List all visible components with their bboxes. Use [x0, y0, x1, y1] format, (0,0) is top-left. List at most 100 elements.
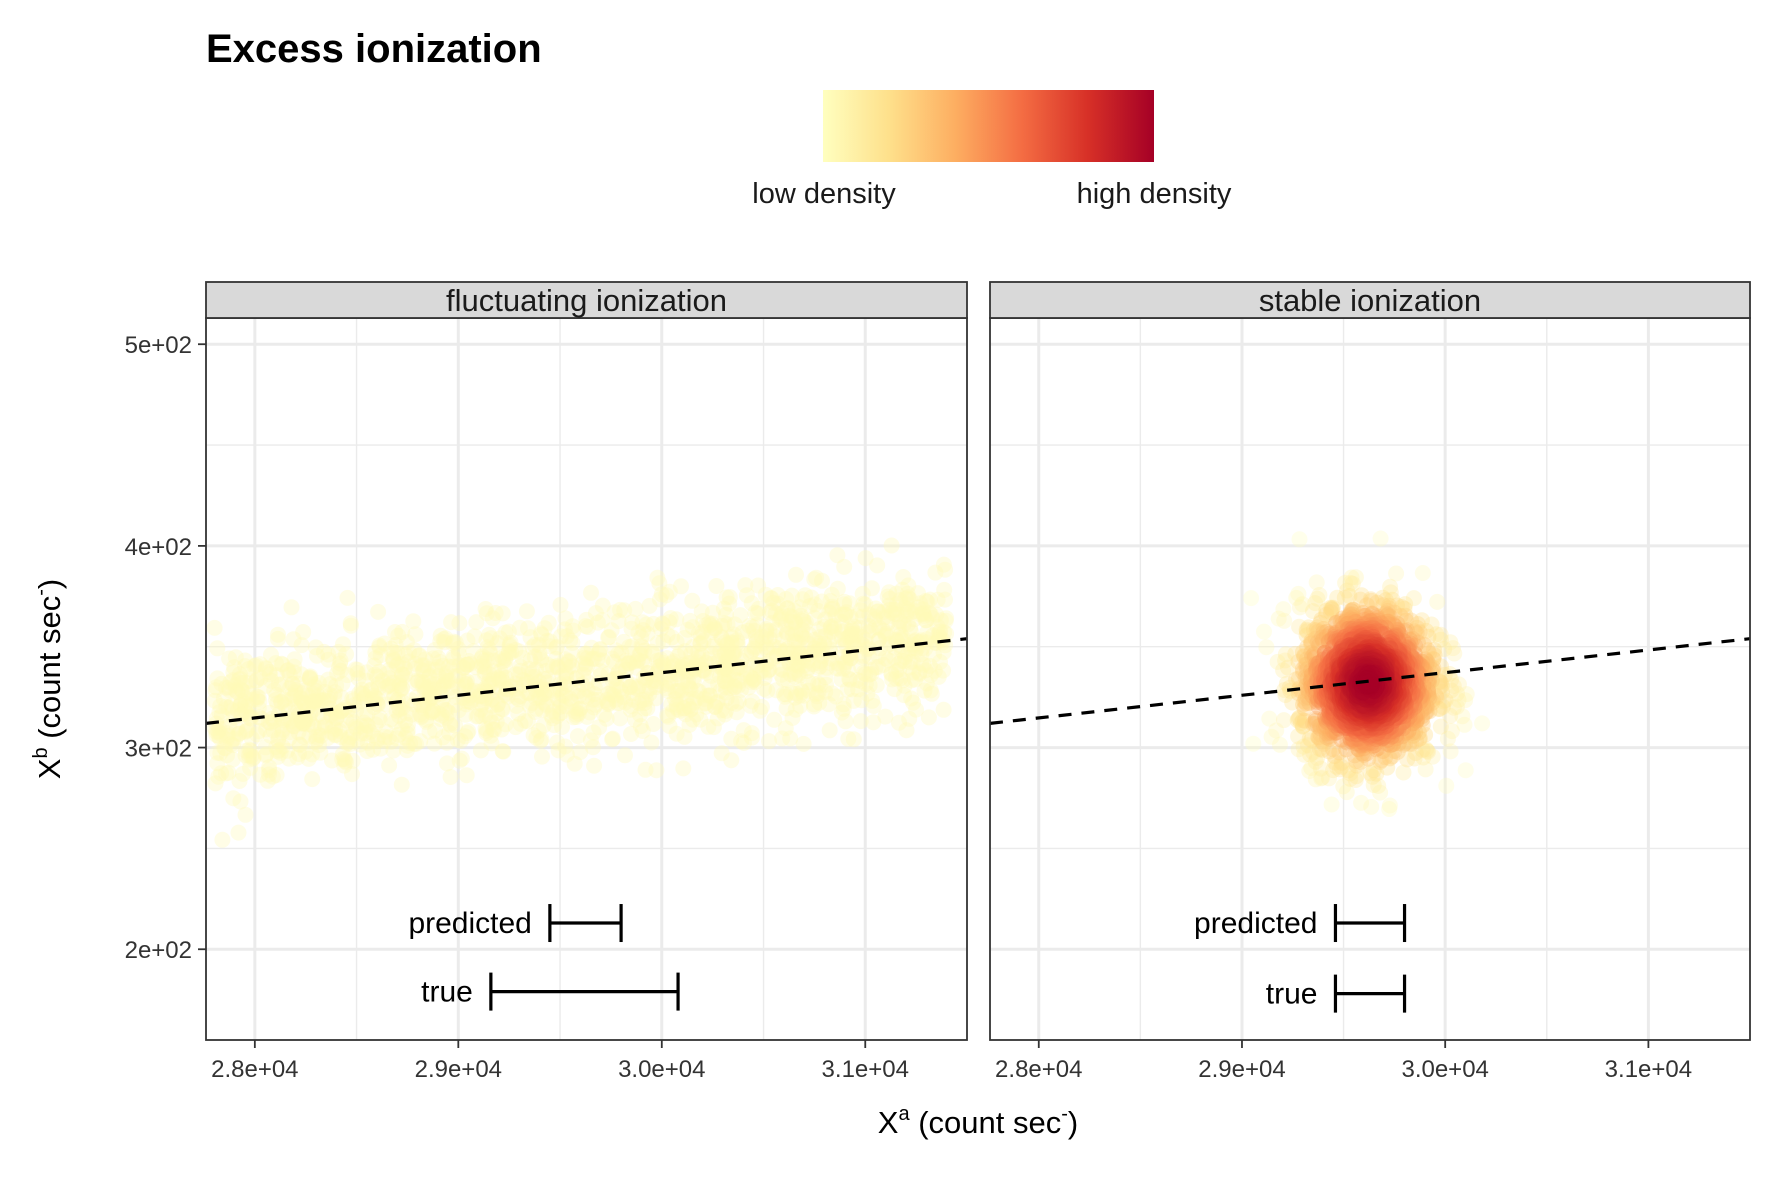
data-point	[1382, 719, 1399, 736]
data-point	[472, 742, 489, 759]
data-point	[212, 725, 229, 742]
data-point	[673, 578, 689, 595]
data-point	[1340, 717, 1357, 734]
data-point	[422, 690, 439, 707]
data-point	[536, 620, 553, 637]
data-point	[1386, 628, 1403, 645]
data-point	[1397, 596, 1414, 613]
data-point	[1457, 692, 1474, 709]
data-point	[1295, 661, 1311, 678]
data-point	[512, 688, 529, 705]
data-point	[1311, 587, 1328, 603]
data-point	[237, 723, 254, 740]
data-point	[321, 690, 338, 707]
data-point	[543, 707, 560, 724]
data-point	[920, 709, 937, 726]
data-point	[917, 592, 934, 609]
data-point	[1353, 621, 1370, 638]
data-point	[1415, 695, 1431, 712]
data-point	[605, 681, 622, 697]
data-point	[293, 694, 310, 711]
data-point	[902, 591, 918, 608]
data-point	[752, 702, 768, 719]
data-point	[642, 680, 659, 697]
data-point	[740, 622, 757, 639]
data-point	[382, 640, 399, 657]
data-point	[649, 673, 665, 690]
data-point	[701, 678, 718, 695]
data-point	[525, 727, 542, 744]
data-point	[237, 689, 254, 706]
data-point	[794, 591, 811, 608]
data-point	[896, 653, 913, 670]
data-point	[274, 721, 291, 738]
data-point	[260, 766, 277, 783]
data-point	[579, 708, 596, 725]
data-point	[541, 638, 558, 655]
data-point	[1390, 621, 1406, 638]
data-point	[824, 685, 841, 702]
data-point	[1414, 711, 1431, 728]
data-point	[371, 712, 388, 729]
data-point	[1354, 623, 1370, 640]
data-point	[1328, 630, 1345, 647]
data-point	[515, 672, 532, 688]
data-point	[1353, 794, 1370, 811]
data-point	[526, 648, 543, 665]
data-point	[557, 657, 574, 673]
data-point	[466, 674, 483, 690]
data-point	[235, 765, 251, 782]
data-point	[728, 704, 745, 721]
data-point	[497, 650, 514, 667]
data-point	[284, 675, 301, 692]
data-point	[1322, 653, 1339, 670]
data-point	[769, 587, 786, 603]
data-point	[790, 634, 807, 651]
data-point	[686, 694, 702, 711]
data-point	[370, 676, 387, 693]
data-point	[938, 610, 955, 627]
data-point	[895, 616, 912, 633]
data-point	[297, 712, 314, 729]
data-point	[1403, 697, 1420, 714]
data-point	[455, 660, 472, 676]
data-point	[499, 688, 516, 705]
data-point	[362, 681, 379, 698]
data-point	[844, 630, 860, 647]
data-point	[871, 631, 887, 648]
data-point	[1334, 620, 1351, 637]
data-point	[344, 766, 360, 783]
data-point	[1307, 595, 1324, 612]
data-point	[721, 589, 738, 606]
data-point	[488, 713, 505, 730]
data-point	[419, 679, 436, 696]
data-point	[638, 683, 655, 700]
data-point	[1374, 743, 1391, 759]
data-point	[533, 652, 550, 668]
data-point	[242, 742, 259, 759]
data-point	[1295, 712, 1311, 729]
data-point	[1287, 645, 1304, 662]
data-point	[712, 643, 729, 660]
data-point	[814, 648, 831, 665]
data-point	[438, 665, 455, 682]
data-point	[371, 637, 388, 654]
data-point	[774, 605, 791, 622]
data-point	[346, 696, 363, 713]
data-point	[406, 642, 423, 658]
data-point	[456, 659, 473, 676]
data-point	[1315, 632, 1331, 649]
data-point	[1308, 658, 1325, 675]
data-point	[1342, 725, 1359, 742]
data-point	[887, 631, 904, 648]
data-point	[1288, 589, 1305, 606]
data-point	[746, 671, 762, 688]
data-point	[405, 660, 422, 677]
data-point	[692, 628, 709, 645]
data-point	[418, 681, 435, 698]
data-point	[478, 605, 495, 622]
data-point	[266, 682, 283, 699]
data-point	[292, 689, 309, 706]
chart-title: Excess ionization	[206, 27, 542, 71]
